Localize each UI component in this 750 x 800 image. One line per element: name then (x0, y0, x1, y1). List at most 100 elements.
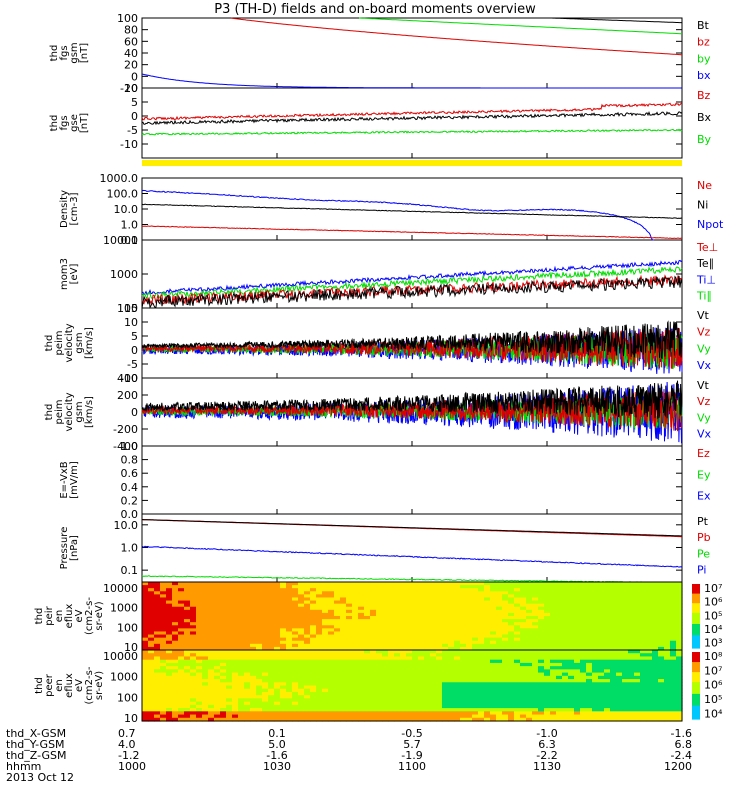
spectrogram-frame (141, 649, 683, 722)
xaxis-tick-value: 1130 (533, 760, 561, 773)
panel-7-frame (141, 445, 683, 515)
ylabel-line: [km/s] (84, 396, 95, 428)
ylabel-line: [eV] (69, 264, 80, 285)
ytick-label: -10 (120, 138, 138, 151)
legend-by: by (697, 52, 711, 65)
ytick-label: 0.1 (121, 234, 139, 247)
ytick-label: 80 (124, 24, 138, 37)
ytick-label: 100 (117, 302, 138, 315)
colorbar-label: 10⁴ (704, 707, 723, 720)
xaxis-tick-value: 0.1 (268, 727, 286, 740)
date-label: 2013 Oct 12 (6, 771, 74, 784)
legend-Vz: Vz (697, 326, 711, 339)
ytick-label: 100 (117, 691, 138, 704)
ytick-label: 10 (124, 641, 138, 654)
ylabel-line: thd (49, 45, 60, 62)
series-Vz (141, 328, 683, 369)
xaxis-tick-value: -1.6 (671, 727, 692, 740)
ytick-label: 1000 (110, 602, 138, 615)
ytick-label: 100 (117, 12, 138, 25)
ytick-label: 15 (124, 302, 138, 315)
series-Ti-par (141, 265, 683, 301)
ytick-label: -10 (120, 372, 138, 385)
series-Ne (141, 225, 683, 240)
ytick-label: 0 (131, 110, 138, 123)
ion-spectrogram (142, 582, 683, 651)
xaxis-tick-value: 1100 (398, 760, 426, 773)
xaxis-tick-value: -1.6 (266, 749, 287, 762)
series-Npot (141, 189, 654, 241)
ytick-label: 0.6 (121, 467, 139, 480)
legend-Vx: Vx (697, 359, 712, 372)
legend-Te∥: Te∥ (696, 257, 714, 270)
ytick-label: 20 (124, 59, 138, 72)
ylabel-line: thd (44, 335, 55, 352)
legend-Te⊥: Te⊥ (696, 241, 718, 254)
ylabel-line: thd (34, 608, 45, 625)
legend-Ti⊥: Ti⊥ (696, 273, 716, 286)
legend-Ey: Ey (697, 468, 711, 481)
ylabel-line: velocity (64, 323, 75, 362)
xaxis-tick-value: 0.7 (118, 727, 136, 740)
ylabel-line: eV (74, 609, 85, 622)
colorbar-label: 10⁶ (704, 679, 723, 692)
ytick-label: 0 (131, 70, 138, 83)
series-Vt (141, 380, 683, 419)
ylabel-line: thd (44, 404, 55, 421)
ytick-label: 5 (131, 330, 138, 343)
xaxis-tick-value: -1.9 (401, 749, 422, 762)
ytick-label: 10 (124, 82, 138, 95)
legend-Ez: Ez (697, 447, 710, 460)
ylabel-line: gsm (74, 332, 85, 353)
ytick-label: 10000 (103, 582, 138, 595)
legend-Ti∥: Ti∥ (696, 290, 712, 303)
series-bz (230, 17, 683, 56)
xaxis-tick-value: -0.5 (401, 727, 422, 740)
xaxis-tick-value: 4.0 (118, 738, 136, 751)
ylabel-line: peim (54, 330, 65, 355)
series-by (358, 17, 683, 35)
ylabel-line: Pressure (59, 527, 70, 570)
colorbar-label: 10³ (704, 637, 722, 650)
series-Pi (141, 545, 683, 568)
legend-Vt: Vt (697, 379, 710, 392)
ylabel-line: (cm2-s- (84, 666, 95, 704)
ylabel-line: peim (54, 399, 65, 424)
colorbar-label: 10⁷ (704, 664, 722, 677)
ylabel-line: eflux (64, 673, 75, 698)
ytick-label: -20 (120, 82, 138, 95)
ylabel-line: sr-eV) (94, 601, 105, 630)
electron-colorbar (692, 652, 700, 720)
ylabel-line: [cm-3] (69, 192, 80, 225)
ylabel-line: peer (44, 673, 55, 697)
ytick-label: 10.0 (114, 203, 139, 216)
colorbar-label: 10⁵ (704, 609, 722, 622)
ytick-label: 10000 (103, 650, 138, 663)
xaxis-row-label: thd_Z-GSM (6, 749, 66, 762)
ylabel-line: fgs (59, 45, 70, 60)
colorbar-label: 10⁷ (704, 582, 722, 595)
legend-Ex: Ex (697, 490, 711, 503)
legend-Pe: Pe (697, 547, 710, 560)
ytick-label: 1000 (110, 268, 138, 281)
electron-spectrogram (142, 650, 683, 722)
ytick-label: 100 (117, 621, 138, 634)
legend-Ni: Ni (697, 198, 708, 211)
series-Bx (141, 110, 683, 126)
ytick-label: -400 (113, 440, 138, 453)
ytick-label: -200 (113, 423, 138, 436)
legend-bz: bz (697, 36, 710, 49)
ion-colorbar (692, 584, 700, 649)
ylabel-line: gsm (74, 401, 85, 422)
ytick-label: 0.4 (121, 481, 139, 494)
ylabel-line: fgs (59, 115, 70, 130)
ylabel-line: E=-VxB (59, 461, 70, 498)
legend-Bx: Bx (697, 111, 712, 124)
ytick-label: 10 (124, 316, 138, 329)
xaxis-row-label: hhmm (6, 760, 41, 773)
ylabel-line: [nPa] (69, 535, 80, 561)
ytick-label: 40 (124, 47, 138, 60)
xaxis-tick-value: 1000 (118, 760, 146, 773)
ytick-label: 60 (124, 35, 138, 48)
